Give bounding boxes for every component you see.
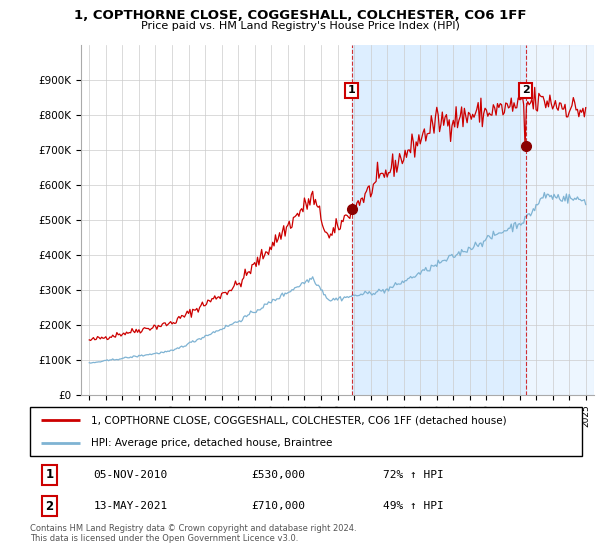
- Text: Contains HM Land Registry data © Crown copyright and database right 2024.
This d: Contains HM Land Registry data © Crown c…: [30, 524, 356, 543]
- Bar: [526, 45, 594, 395]
- Text: £710,000: £710,000: [251, 501, 305, 511]
- Text: 1: 1: [45, 468, 53, 482]
- Text: 13-MAY-2021: 13-MAY-2021: [94, 501, 168, 511]
- Text: 2: 2: [522, 85, 530, 95]
- Text: Price paid vs. HM Land Registry's House Price Index (HPI): Price paid vs. HM Land Registry's House …: [140, 21, 460, 31]
- Text: 72% ↑ HPI: 72% ↑ HPI: [383, 470, 444, 480]
- Text: 1, COPTHORNE CLOSE, COGGESHALL, COLCHESTER, CO6 1FF: 1, COPTHORNE CLOSE, COGGESHALL, COLCHEST…: [74, 9, 526, 22]
- Text: HPI: Average price, detached house, Braintree: HPI: Average price, detached house, Brai…: [91, 437, 332, 447]
- Text: 1: 1: [347, 85, 355, 95]
- Text: £530,000: £530,000: [251, 470, 305, 480]
- Text: 49% ↑ HPI: 49% ↑ HPI: [383, 501, 444, 511]
- Text: 1, COPTHORNE CLOSE, COGGESHALL, COLCHESTER, CO6 1FF (detached house): 1, COPTHORNE CLOSE, COGGESHALL, COLCHEST…: [91, 416, 506, 426]
- Text: 05-NOV-2010: 05-NOV-2010: [94, 470, 168, 480]
- Text: 2: 2: [45, 500, 53, 512]
- Bar: [352, 45, 526, 395]
